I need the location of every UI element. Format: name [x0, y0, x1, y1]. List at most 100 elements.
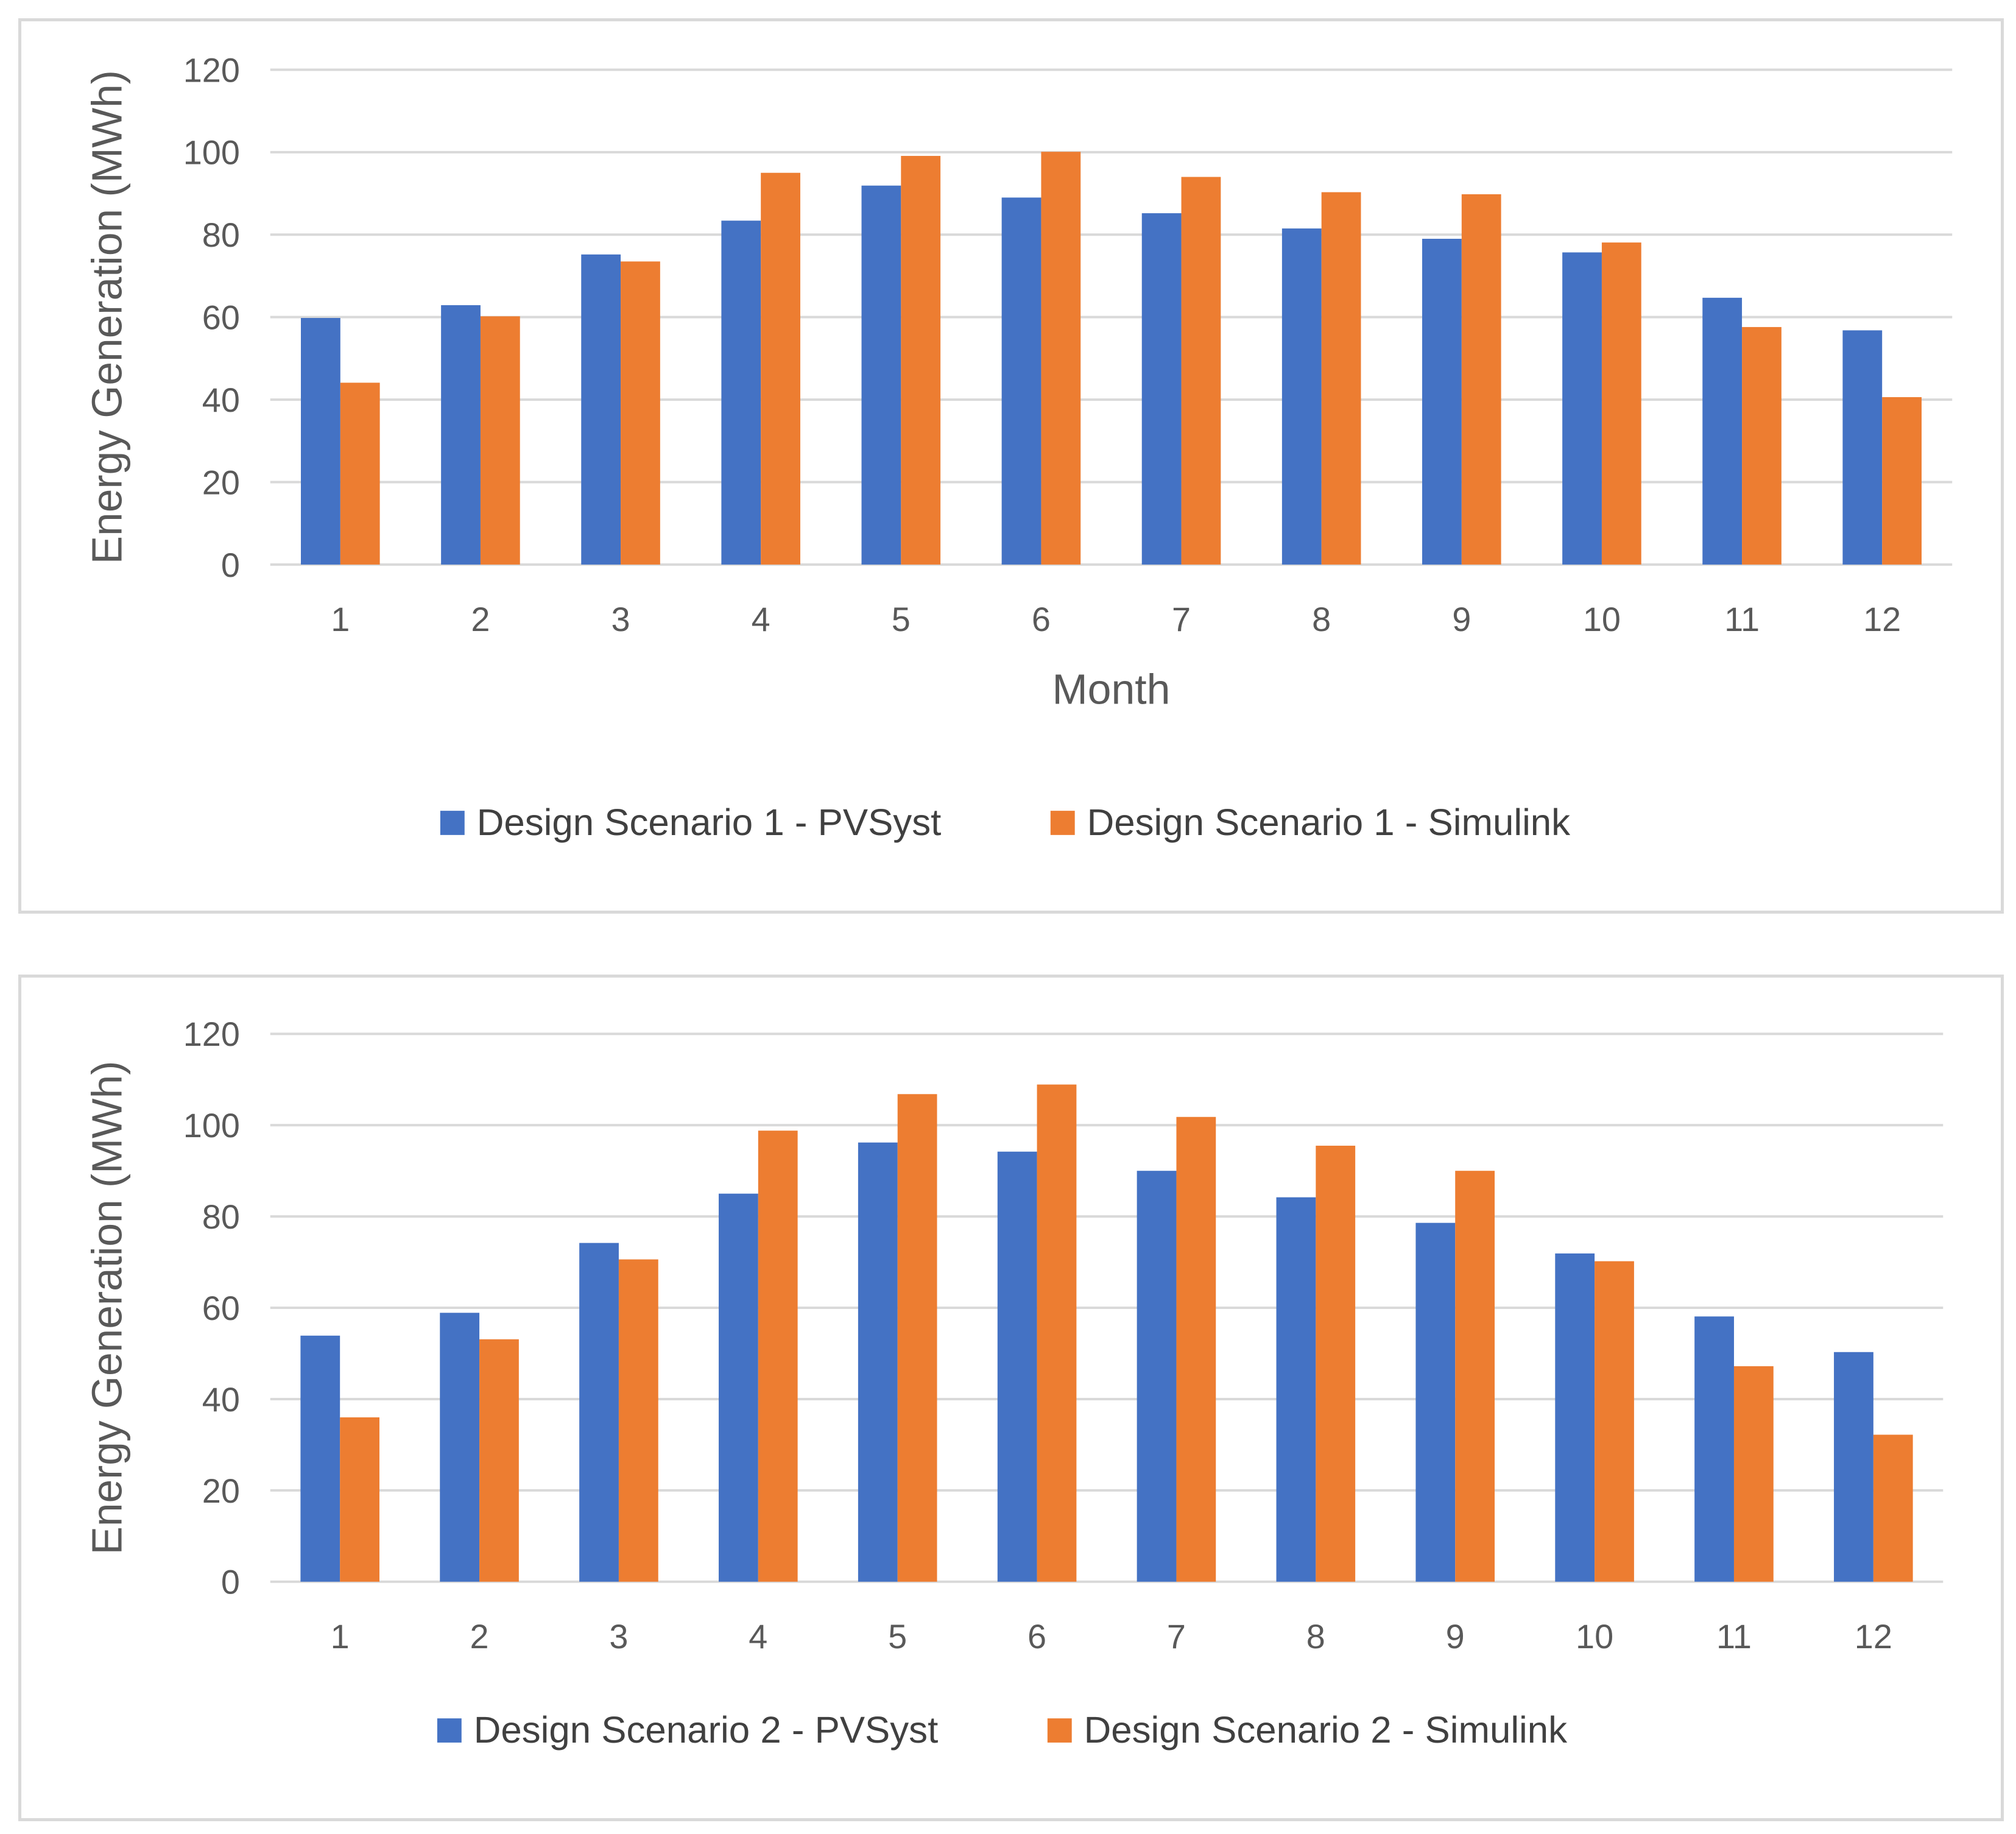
legend-label-series-1: Design Scenario 1 - PVSyst	[477, 802, 942, 844]
bar-series-2-month-6	[1041, 152, 1081, 565]
x-tick-label: 8	[1312, 601, 1331, 638]
x-tick-label: 12	[1855, 1618, 1892, 1656]
bar-series-1-month-7	[1141, 213, 1182, 565]
bar-series-2-month-2	[479, 1339, 519, 1582]
bar-series-1-month-6	[1001, 197, 1041, 565]
y-tick-label: 40	[202, 1381, 240, 1419]
x-tick-label: 4	[752, 601, 770, 638]
x-tick-label: 1	[331, 601, 350, 638]
x-axis-title: Month	[1052, 665, 1171, 713]
y-axis-title: Energy Generation (MWh)	[83, 1061, 130, 1555]
legend-swatch-series-2	[1050, 811, 1075, 835]
legend-swatch-series-1	[437, 1718, 462, 1743]
bar-series-2-month-1	[340, 383, 380, 565]
legend-swatch-series-2	[1047, 1718, 1072, 1743]
bar-series-1-month-5	[858, 1142, 898, 1582]
x-tick-label: 8	[1306, 1618, 1325, 1656]
bar-series-2-month-2	[480, 316, 520, 565]
y-tick-label: 120	[183, 51, 240, 89]
bar-series-1-month-4	[721, 220, 761, 565]
legend-label-series-2: Design Scenario 2 - Simulink	[1084, 1709, 1568, 1751]
x-tick-label: 6	[1032, 601, 1051, 638]
bar-series-1-month-3	[581, 254, 621, 565]
bar-series-2-month-12	[1882, 397, 1922, 565]
chart-panel-scenario-2: 0 20 40 60 80 100 120 1 2 3 4 5 6 7 8 9 10 11 12 Energy Gen…	[18, 975, 2004, 1821]
legend-label-series-1: Design Scenario 2 - PVSyst	[474, 1709, 939, 1751]
bar-series-2-month-5	[897, 1094, 937, 1582]
x-tick-label: 2	[470, 1618, 489, 1656]
x-tick-label: 9	[1446, 1618, 1465, 1656]
x-tick-label: 4	[749, 1618, 767, 1656]
bar-series-1-month-4	[719, 1193, 758, 1582]
x-tick-label: 7	[1167, 1618, 1186, 1656]
bar-series-2-month-7	[1176, 1116, 1216, 1582]
y-axis-title: Energy Generation (MWh)	[83, 70, 130, 564]
bar-series-1-month-12	[1834, 1352, 1873, 1582]
bar-series-2-month-4	[758, 1130, 798, 1582]
bar-series-2-month-7	[1181, 177, 1221, 565]
bar-series-2-month-10	[1601, 242, 1641, 565]
x-tick-label: 12	[1863, 601, 1901, 638]
bar-series-1-month-11	[1694, 1316, 1734, 1582]
x-tick-label: 7	[1172, 601, 1191, 638]
x-tick-label: 2	[471, 601, 490, 638]
y-tick-label: 20	[202, 464, 240, 501]
x-tick-label: 3	[611, 601, 630, 638]
bar-series-2-month-8	[1316, 1145, 1356, 1582]
x-tick-label: 6	[1027, 1618, 1046, 1656]
bar-series-1-month-10	[1562, 252, 1602, 565]
y-tick-label: 120	[183, 1015, 240, 1053]
y-tick-label: 60	[202, 299, 240, 337]
bar-series-2-month-8	[1321, 192, 1361, 565]
x-tick-label: 5	[888, 1618, 907, 1656]
bar-series-2-month-10	[1595, 1261, 1634, 1582]
bar-series-2-month-4	[761, 172, 800, 565]
bar-series-1-month-8	[1276, 1197, 1316, 1582]
bar-series-2-month-3	[621, 261, 660, 565]
bar-series-1-month-1	[301, 318, 340, 565]
bar-series-1-month-9	[1422, 239, 1462, 565]
bar-series-1-month-11	[1702, 297, 1743, 565]
bar-series-2-month-6	[1037, 1084, 1077, 1582]
bar-series-2-month-9	[1455, 1171, 1495, 1582]
x-tick-label: 11	[1724, 601, 1760, 638]
x-tick-label: 10	[1583, 601, 1621, 638]
bar-series-1-month-5	[861, 185, 901, 565]
bar-series-1-month-3	[579, 1243, 619, 1582]
y-tick-label: 80	[202, 1198, 240, 1236]
bar-series-2-month-1	[340, 1417, 379, 1582]
bar-series-1-month-6	[997, 1151, 1037, 1582]
y-tick-label: 80	[202, 216, 240, 254]
x-tick-label: 10	[1576, 1618, 1613, 1656]
x-tick-label: 1	[331, 1618, 350, 1656]
y-tick-label: 0	[221, 1564, 240, 1601]
bar-series-2-month-5	[901, 155, 941, 565]
bar-series-1-month-9	[1415, 1222, 1456, 1582]
bar-series-1-month-10	[1555, 1253, 1595, 1582]
x-tick-label: 11	[1716, 1618, 1752, 1656]
legend-label-series-2: Design Scenario 1 - Simulink	[1087, 802, 1571, 844]
bar-series-1-month-7	[1137, 1171, 1177, 1582]
chart-panel-scenario-1: 0 20 40 60 80 100 120 1 2 3 4 5 6 7 8 9 10 11 12 Energy Gen…	[18, 18, 2004, 914]
y-tick-label: 60	[202, 1289, 240, 1327]
y-tick-label: 20	[202, 1472, 240, 1510]
y-tick-label: 40	[202, 381, 240, 419]
bar-series-2-month-9	[1461, 194, 1501, 565]
bar-series-1-month-12	[1842, 330, 1883, 565]
legend-swatch-series-1	[440, 811, 465, 835]
y-tick-label: 100	[183, 1107, 240, 1144]
x-tick-label: 3	[609, 1618, 628, 1656]
bar-series-1-month-8	[1281, 228, 1322, 565]
x-tick-label: 5	[892, 601, 911, 638]
bar-series-1-month-1	[300, 1335, 340, 1582]
bar-series-2-month-12	[1873, 1434, 1913, 1582]
bar-series-1-month-2	[441, 305, 481, 565]
bar-series-2-month-11	[1742, 326, 1782, 565]
bar-series-2-month-11	[1733, 1366, 1774, 1582]
y-tick-label: 100	[183, 134, 240, 172]
bar-series-2-month-3	[618, 1259, 658, 1582]
x-tick-label: 9	[1452, 601, 1471, 638]
y-tick-label: 0	[221, 546, 240, 584]
